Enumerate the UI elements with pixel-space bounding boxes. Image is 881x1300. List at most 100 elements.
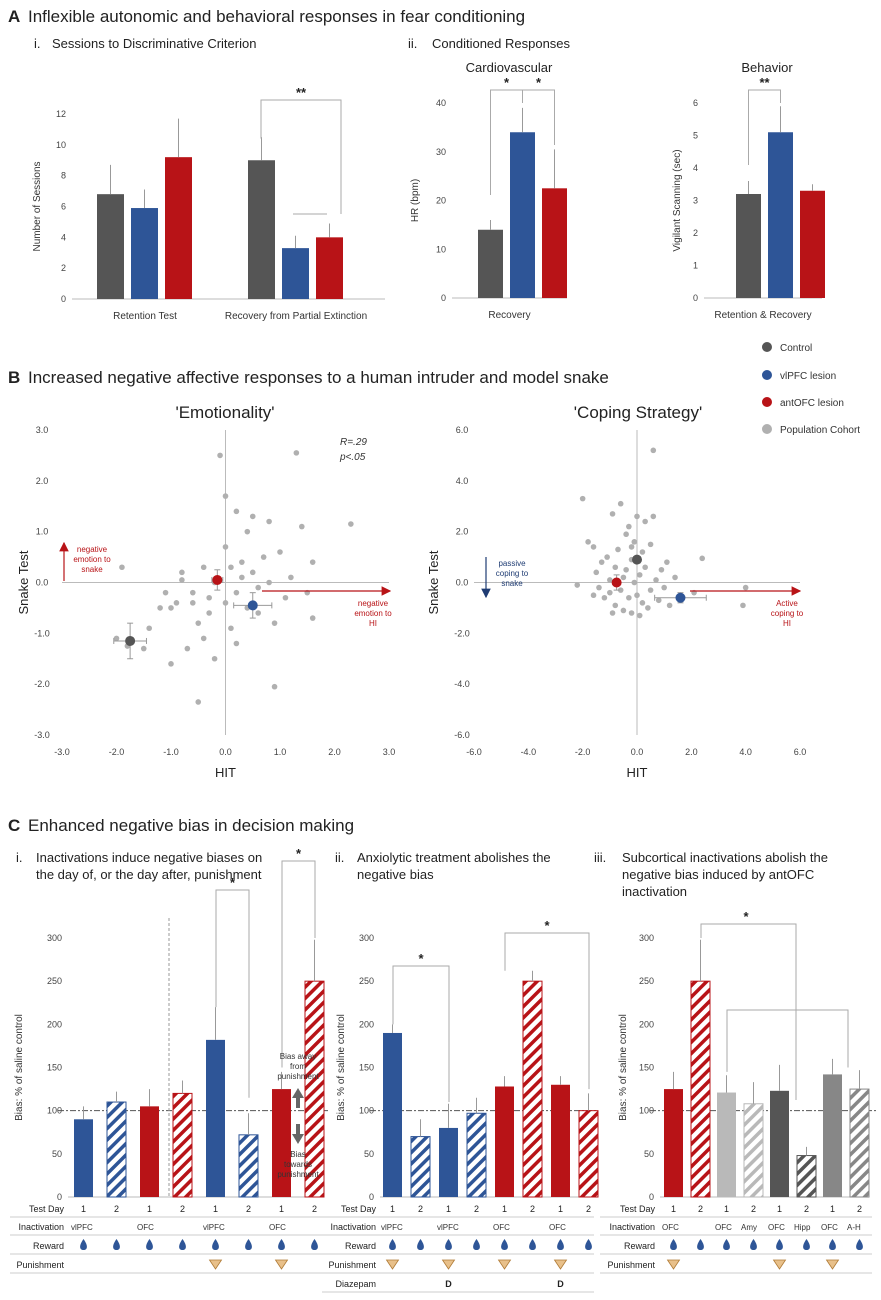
y-axis-label: HR (bpm) [410, 179, 421, 222]
arrow-up-label: Bias away [280, 1052, 316, 1061]
punishment-icon [441, 1259, 456, 1270]
table-row-label: Punishment [328, 1260, 376, 1270]
y-tick-label: -4.0 [454, 679, 470, 689]
y-tick-label: 0 [57, 1192, 62, 1202]
bar-day-1 [206, 1039, 225, 1197]
punishment-icon [772, 1259, 787, 1270]
population-point [642, 564, 648, 571]
population-point [266, 579, 272, 586]
y-tick-label: 0.0 [456, 578, 469, 588]
population-point [233, 640, 240, 647]
subpanel-title-line: inactivation [622, 884, 687, 899]
population-point [293, 450, 300, 456]
panel-b-title: Increased negative affective responses t… [28, 368, 609, 387]
x-axis-label: Recovery [488, 310, 530, 321]
x-tick-label: -6.0 [466, 747, 482, 757]
bar-antofc-lesion [165, 157, 192, 299]
y-tick-label: 250 [639, 976, 654, 986]
sig-c1b-bracket [281, 860, 316, 1068]
y-tick-label: 0 [369, 1192, 374, 1202]
population-point [620, 574, 627, 581]
reward-drop-icon [179, 1239, 186, 1250]
chart-b-emotionality: -3.0 -2.0 -1.0 0.0 1.0 2.0 3.0 3.0 2.0 1.0 0.0 -1.0… [16, 425, 395, 780]
reward-drop-icon [856, 1239, 863, 1250]
x-tick-label: -2.0 [575, 747, 591, 757]
stat-r: R=.29 [340, 437, 367, 448]
population-point [655, 597, 662, 604]
bar-day-1 [717, 1092, 736, 1197]
subpanel-title-line: negative bias induced by antOFC [622, 867, 814, 882]
y-tick-label: 3.0 [36, 425, 49, 435]
punishment-icon [274, 1259, 289, 1270]
group-point-vlpfc-lesion [675, 592, 686, 603]
x-tick-label: 0.0 [631, 747, 644, 757]
population-point [658, 566, 665, 573]
reward-drop-icon [557, 1239, 564, 1250]
panel-a-title: Inflexible autonomic and behavioral resp… [28, 7, 525, 26]
bar-control [248, 160, 275, 299]
population-point [626, 523, 632, 530]
bar-antofc-lesion [316, 237, 343, 299]
chart-c-i: 0 50 100 150 200 250 300 Bias: % of saline cont… [10, 846, 328, 1274]
y-tick-label: 6 [61, 202, 66, 212]
chart-c-iii: 0 50 100 150 200 250 300 Bias: % of saline cont… [600, 909, 876, 1274]
reward-drop-icon [585, 1239, 592, 1250]
table-test-day: 1 [830, 1204, 835, 1214]
population-point [200, 564, 207, 571]
arrow-down-icon [292, 1124, 304, 1144]
subpanel-label: i. [16, 850, 23, 865]
table-inactivation: OFC [493, 1223, 510, 1232]
population-point [119, 564, 125, 571]
population-point [590, 592, 597, 599]
population-point [222, 600, 229, 606]
table-test-day: 1 [558, 1204, 563, 1214]
arrow-down-label: punishment [277, 1170, 319, 1179]
bar-vlpfc-lesion [282, 248, 309, 299]
population-point [636, 612, 643, 619]
population-point [239, 559, 245, 565]
table-test-day: 2 [474, 1204, 479, 1214]
y-tick-label: -2.0 [34, 679, 50, 689]
y-tick-label: 300 [47, 933, 62, 943]
x-axis-label: Retention & Recovery [714, 310, 811, 321]
reward-drop-icon [670, 1239, 677, 1250]
arrow-up-label: from [290, 1062, 306, 1071]
reward-drop-icon [278, 1239, 285, 1250]
x-category-label: Retention Test [113, 311, 177, 322]
table-test-day: 2 [751, 1204, 756, 1214]
population-point [309, 559, 316, 565]
reward-drop-icon [445, 1239, 452, 1250]
table-test-day: 1 [724, 1204, 729, 1214]
sig-c1a-star: * [230, 875, 236, 890]
reward-drop-icon [389, 1239, 396, 1250]
y-tick-label: 250 [47, 976, 62, 986]
y-tick-label: 200 [47, 1019, 62, 1029]
population-point [653, 577, 659, 583]
bar-control [97, 194, 124, 299]
group-point-control [125, 635, 136, 646]
bar-vlpfc-lesion [510, 132, 535, 298]
panel-a-i-label: i. [34, 36, 41, 51]
arrow-down-label: Bias [290, 1150, 306, 1159]
y-tick-label: 200 [639, 1019, 654, 1029]
sig-c2a-bracket [392, 965, 450, 1103]
table-test-day: 1 [671, 1204, 676, 1214]
legend-dot-2 [762, 397, 772, 407]
y-tick-label: 40 [436, 98, 446, 108]
table-inactivation: vlPFC [437, 1223, 459, 1232]
table-test-day: 1 [279, 1204, 284, 1214]
population-point [309, 615, 316, 621]
population-point [650, 447, 657, 454]
legend: Control vlPFC lesion antOFC lesion Populati… [762, 342, 860, 436]
bar-day-1 [551, 1084, 570, 1197]
bar-day-2 [796, 1155, 817, 1198]
annotation-right: HI [783, 619, 791, 628]
y-tick-label: 50 [52, 1149, 62, 1159]
population-point [190, 600, 196, 606]
y-tick-label: 6.0 [456, 425, 469, 435]
population-point [168, 605, 174, 611]
population-point [661, 584, 667, 591]
y-tick-label: 2 [61, 263, 66, 273]
population-point [612, 602, 619, 609]
population-point [598, 559, 605, 565]
